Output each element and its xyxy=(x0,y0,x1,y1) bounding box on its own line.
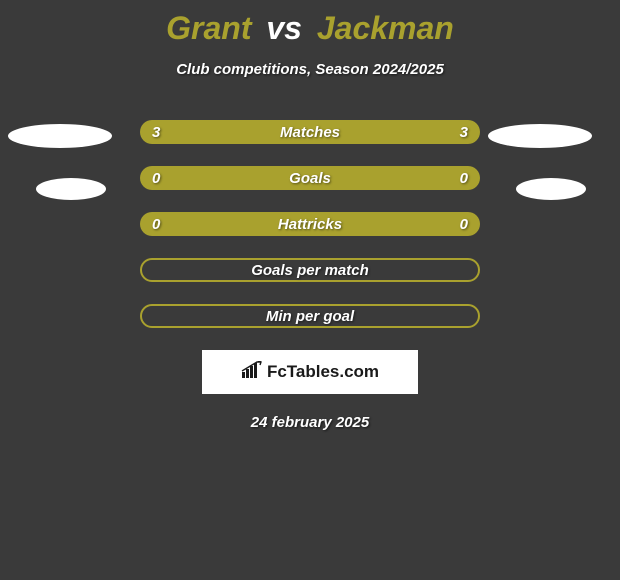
stat-row: 0 Goals 0 xyxy=(140,166,480,190)
bar-chart-icon xyxy=(241,361,263,384)
stat-row: Goals per match xyxy=(140,258,480,282)
date-label: 24 february 2025 xyxy=(0,414,620,431)
subtitle: Club competitions, Season 2024/2025 xyxy=(0,61,620,78)
stat-left-value: 0 xyxy=(152,170,160,187)
logo-text: FcTables.com xyxy=(267,362,379,382)
comparison-title: Grant vs Jackman xyxy=(0,0,620,47)
stat-right-value: 0 xyxy=(460,170,468,187)
decoration-ellipse xyxy=(516,178,586,200)
stat-left-value: 3 xyxy=(152,124,160,141)
logo-box: FcTables.com xyxy=(202,350,418,394)
player1-name: Grant xyxy=(166,10,251,46)
stat-row: 0 Hattricks 0 xyxy=(140,212,480,236)
decoration-ellipse xyxy=(488,124,592,148)
stat-row: 3 Matches 3 xyxy=(140,120,480,144)
decoration-ellipse xyxy=(36,178,106,200)
stat-label: Goals per match xyxy=(251,262,369,279)
stat-right-value: 0 xyxy=(460,216,468,233)
stat-row: Min per goal xyxy=(140,304,480,328)
stats-container: 3 Matches 3 0 Goals 0 0 Hattricks 0 Goals per mat… xyxy=(140,120,480,328)
stat-left-value: 0 xyxy=(152,216,160,233)
stat-label: Hattricks xyxy=(278,216,342,233)
player2-name: Jackman xyxy=(317,10,454,46)
vs-label: vs xyxy=(266,10,302,46)
stat-label: Min per goal xyxy=(266,308,354,325)
decoration-ellipse xyxy=(8,124,112,148)
stat-label: Goals xyxy=(289,170,331,187)
logo: FcTables.com xyxy=(241,361,379,384)
stat-right-value: 3 xyxy=(460,124,468,141)
stat-label: Matches xyxy=(280,124,340,141)
